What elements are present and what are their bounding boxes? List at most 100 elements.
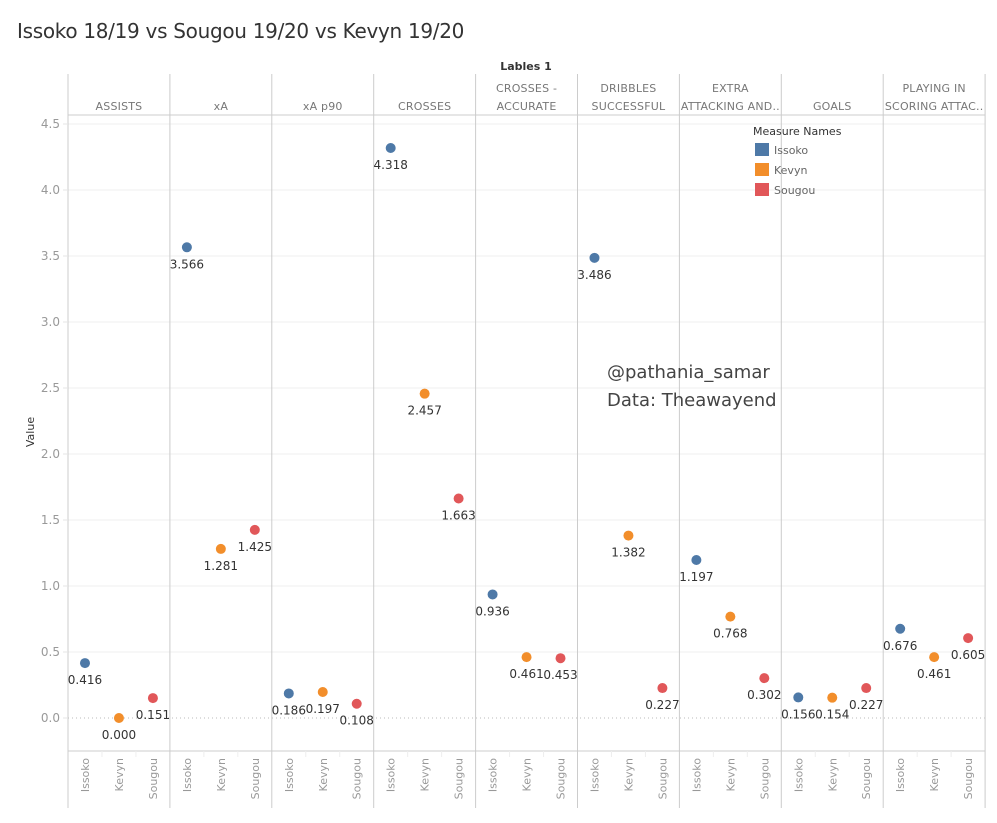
point-kevyn bbox=[521, 652, 532, 663]
point-issoko bbox=[487, 589, 498, 600]
column-header-label-line1: EXTRA bbox=[712, 82, 749, 95]
x-category-label: Issoko bbox=[181, 758, 194, 792]
data-label-kevyn: 0.154 bbox=[815, 708, 849, 722]
column-header-label-line2: ACCURATE bbox=[497, 100, 557, 113]
y-tick-label: 1.0 bbox=[41, 579, 60, 593]
data-label-issoko: 3.566 bbox=[170, 257, 204, 271]
column-header-label-line2: SCORING ATTAC.. bbox=[885, 100, 984, 113]
data-label-sougou: 0.302 bbox=[747, 688, 781, 702]
x-category-label: Issoko bbox=[894, 758, 907, 792]
column-header-label: GOALS bbox=[813, 100, 852, 113]
column-header-label: xA p90 bbox=[303, 100, 343, 113]
y-axis-title: Value bbox=[24, 417, 37, 447]
legend-item-label: Issoko bbox=[774, 144, 808, 157]
point-sougou bbox=[147, 693, 158, 704]
x-category-label: Sougou bbox=[351, 758, 364, 799]
data-label-kevyn: 2.457 bbox=[407, 404, 441, 418]
column-header-label: xA bbox=[214, 100, 229, 113]
y-axis: 0.0 0.5 1.0 1.5 2.0 2.5 3.0 3.5 4.0 4.5 bbox=[41, 117, 68, 725]
column-header-title: Lables 1 bbox=[500, 60, 552, 73]
legend: Measure Names Issoko Kevyn Sougou bbox=[753, 125, 842, 197]
x-category-label: Sougou bbox=[962, 758, 975, 799]
point-sougou bbox=[759, 673, 770, 684]
data-label-kevyn: 0.000 bbox=[102, 728, 136, 742]
point-sougou bbox=[453, 493, 464, 504]
x-category-label: Sougou bbox=[758, 758, 771, 799]
y-tick-label: 3.0 bbox=[41, 315, 60, 329]
data-label-issoko: 0.186 bbox=[272, 703, 306, 717]
x-category-label: Sougou bbox=[555, 758, 568, 799]
x-category-label: Issoko bbox=[487, 758, 500, 792]
y-tick-label: 2.5 bbox=[41, 381, 60, 395]
data-label-sougou: 0.108 bbox=[340, 714, 374, 728]
x-category-label: Kevyn bbox=[317, 758, 330, 791]
point-issoko bbox=[589, 252, 600, 263]
column-header-label-line2: ATTACKING AND.. bbox=[681, 100, 780, 113]
legend-title: Measure Names bbox=[753, 125, 842, 138]
y-tick-label: 1.5 bbox=[41, 513, 60, 527]
point-kevyn bbox=[215, 543, 226, 554]
data-label-issoko: 1.197 bbox=[679, 570, 713, 584]
data-label-issoko: 0.156 bbox=[781, 707, 815, 721]
column-headers: ASSISTS xA xA p90 CROSSES CROSSES - ACCURATE D… bbox=[96, 82, 984, 113]
y-tick-label: 2.0 bbox=[41, 447, 60, 461]
data-label-sougou: 1.663 bbox=[441, 508, 475, 522]
column-header-label-line1: CROSSES - bbox=[496, 82, 557, 95]
column-header-label-line2: SUCCESSFUL bbox=[592, 100, 666, 113]
legend-swatch bbox=[755, 143, 769, 156]
x-category-label: Sougou bbox=[860, 758, 873, 799]
x-category-label: Issoko bbox=[690, 758, 703, 792]
x-category-label: Kevyn bbox=[724, 758, 737, 791]
data-label-issoko: 0.676 bbox=[883, 639, 917, 653]
data-points: 0.416 3.566 0.186 4.318 0.936 3.486 1.197 0.156… bbox=[68, 143, 985, 742]
point-issoko bbox=[895, 623, 906, 634]
frame-layer bbox=[67, 74, 986, 808]
data-label-kevyn: 1.382 bbox=[611, 546, 645, 560]
y-tick-label: 0.5 bbox=[41, 645, 60, 659]
data-label-sougou: 0.227 bbox=[849, 698, 883, 712]
y-tick-label: 4.0 bbox=[41, 183, 60, 197]
point-sougou bbox=[555, 653, 566, 664]
x-axis-categories: Issoko Kevyn Sougou Issoko Kevyn Sougou Issoko… bbox=[79, 751, 975, 799]
point-issoko bbox=[181, 242, 192, 253]
data-label-kevyn: 0.768 bbox=[713, 627, 747, 641]
x-category-label: Issoko bbox=[385, 758, 398, 792]
x-category-label: Kevyn bbox=[215, 758, 228, 791]
point-kevyn bbox=[827, 692, 838, 703]
x-category-label: Kevyn bbox=[113, 758, 126, 791]
point-sougou bbox=[861, 683, 872, 694]
data-label-sougou: 0.605 bbox=[951, 648, 985, 662]
point-kevyn bbox=[113, 713, 124, 723]
point-issoko bbox=[385, 143, 396, 154]
x-category-label: Sougou bbox=[147, 758, 160, 799]
point-kevyn bbox=[623, 530, 634, 541]
chart-title: Issoko 18/19 vs Sougou 19/20 vs Kevyn 19… bbox=[17, 19, 465, 43]
point-sougou bbox=[657, 683, 668, 694]
point-issoko bbox=[691, 554, 702, 565]
x-category-label: Issoko bbox=[588, 758, 601, 792]
data-label-issoko: 4.318 bbox=[374, 158, 408, 172]
legend-item-label: Sougou bbox=[774, 184, 815, 197]
data-label-kevyn: 0.461 bbox=[917, 667, 951, 681]
point-kevyn bbox=[419, 388, 430, 399]
column-header-label-line1: PLAYING IN bbox=[902, 82, 965, 95]
column-header-label: CROSSES bbox=[398, 100, 451, 113]
data-label-sougou: 0.453 bbox=[543, 668, 577, 682]
y-tick-label: 0.0 bbox=[41, 711, 60, 725]
data-label-sougou: 0.227 bbox=[645, 698, 679, 712]
point-issoko bbox=[793, 692, 804, 703]
legend-item-label: Kevyn bbox=[774, 164, 807, 177]
x-category-label: Kevyn bbox=[521, 758, 534, 791]
annotation-handle: @pathania_samar bbox=[607, 362, 770, 383]
x-category-label: Issoko bbox=[79, 758, 92, 792]
x-category-label: Issoko bbox=[283, 758, 296, 792]
y-tick-label: 4.5 bbox=[41, 117, 60, 131]
data-label-kevyn: 1.281 bbox=[204, 559, 238, 573]
x-category-label: Sougou bbox=[249, 758, 262, 799]
x-category-label: Kevyn bbox=[928, 758, 941, 791]
data-label-kevyn: 0.197 bbox=[306, 702, 340, 716]
column-header-label: ASSISTS bbox=[96, 100, 143, 113]
x-category-label: Issoko bbox=[792, 758, 805, 792]
x-category-label: Kevyn bbox=[826, 758, 839, 791]
